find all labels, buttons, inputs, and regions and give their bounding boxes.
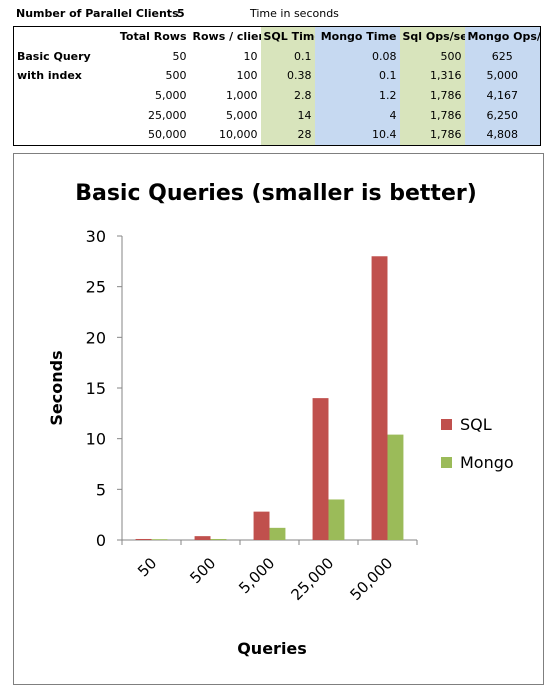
bar-mongo	[151, 539, 168, 540]
time-note: Time in seconds	[250, 7, 339, 20]
table-header-row: Total Rows Rows / client SQL Time Mongo …	[14, 26, 541, 47]
x-tick-label: 50	[134, 554, 160, 580]
row-label	[14, 105, 112, 125]
table-cell: 1.2	[314, 85, 400, 106]
table-cell: 500	[165, 69, 187, 83]
table-cell: 0.1	[314, 66, 400, 86]
y-axis-title: Seconds	[47, 350, 66, 425]
table-cell: 1,786	[399, 85, 465, 106]
row-label	[14, 125, 112, 145]
table-cell: 50,000	[148, 128, 187, 142]
table-cell: 0.08	[314, 46, 400, 67]
header-cell	[14, 27, 112, 47]
table-cell: 0.1	[260, 46, 315, 67]
table-row: Basic Query 50 10 0.1 0.08 500 625	[14, 46, 541, 67]
table-cell: 1,000	[226, 89, 258, 103]
table-cell: 14	[260, 105, 315, 125]
table-row: 25,000 5,000 14 4 1,786 6,250	[14, 105, 541, 125]
y-tick-label: 25	[86, 278, 106, 297]
table-cell: 0.38	[260, 66, 315, 86]
chart-title: Basic Queries (smaller is better)	[75, 181, 477, 206]
header-cell: Mongo Ops/sec	[464, 26, 541, 47]
bar-sql	[253, 511, 270, 540]
table-cell: 1,786	[399, 124, 465, 146]
bar-mongo	[269, 527, 286, 540]
bar-sql	[135, 538, 152, 540]
bar-sql	[371, 256, 388, 540]
header-cell: Mongo Time	[314, 26, 400, 47]
table-cell: 500	[399, 46, 465, 67]
legend-label-sql: SQL	[460, 415, 492, 434]
table-cell: 50	[172, 49, 187, 63]
header-cell: SQL Time	[260, 26, 315, 47]
x-tick-label: 50,000	[346, 554, 396, 604]
table-cell: 10	[243, 49, 258, 63]
table-cell: 4,167	[464, 85, 541, 106]
chart-container: Basic Queries (smaller is better) 0 5 10 15 2…	[13, 153, 544, 685]
table-cell: 4	[314, 105, 400, 125]
clients-label: Number of Parallel Clients	[16, 7, 179, 20]
legend-label-mongo: Mongo	[460, 453, 514, 472]
table-cell: 28	[260, 124, 315, 146]
bar-sql	[194, 536, 211, 540]
bar-chart: Basic Queries (smaller is better) 0 5 10 15 2…	[47, 181, 514, 658]
x-tick-label: 5,000	[235, 554, 278, 597]
clients-value: 5	[177, 7, 185, 20]
results-table: Total Rows Rows / client SQL Time Mongo …	[13, 26, 541, 146]
table-cell: 100	[236, 69, 258, 83]
row-label	[14, 86, 112, 106]
header-cell: Total Rows	[119, 30, 187, 44]
row-label: with index	[17, 69, 82, 83]
header-cell: Sql Ops/sec	[399, 26, 465, 47]
header-cell: Rows / client	[192, 30, 261, 44]
x-axis-title: Queries	[237, 639, 307, 658]
legend-swatch-mongo	[441, 457, 452, 468]
bar-sql	[312, 398, 329, 540]
table-cell: 25,000	[148, 108, 187, 122]
x-tick-label: 500	[186, 554, 219, 587]
y-tick-label: 10	[86, 430, 106, 449]
table-cell: 1,316	[399, 66, 465, 86]
table-cell: 6,250	[464, 105, 541, 125]
table-row: 50,000 10,000 28 10.4 1,786 4,808	[14, 124, 541, 146]
legend-swatch-sql	[441, 419, 452, 430]
table-row: with index 500 100 0.38 0.1 1,316 5,000	[14, 66, 541, 86]
y-tick-label: 20	[86, 328, 106, 347]
y-tick-label: 15	[86, 379, 106, 398]
table-cell: 1,786	[399, 105, 465, 125]
table-cell: 5,000	[155, 89, 187, 103]
table-cell: 4,808	[464, 124, 541, 146]
table-cell: 2.8	[260, 85, 315, 106]
bar-mongo	[210, 538, 227, 540]
y-tick-label: 5	[96, 480, 106, 499]
table-cell: 10,000	[219, 128, 258, 142]
row-label: Basic Query	[17, 49, 91, 63]
table-cell: 5,000	[226, 108, 258, 122]
bar-mongo	[328, 499, 345, 540]
table-cell: 625	[464, 46, 541, 67]
table-row: 5,000 1,000 2.8 1.2 1,786 4,167	[14, 85, 541, 106]
bar-mongo	[387, 434, 404, 540]
y-tick-label: 30	[86, 227, 106, 246]
y-tick-label: 0	[96, 531, 106, 550]
table-cell: 10.4	[314, 124, 400, 146]
table-cell: 5,000	[464, 66, 541, 86]
x-tick-label: 25,000	[287, 554, 337, 604]
